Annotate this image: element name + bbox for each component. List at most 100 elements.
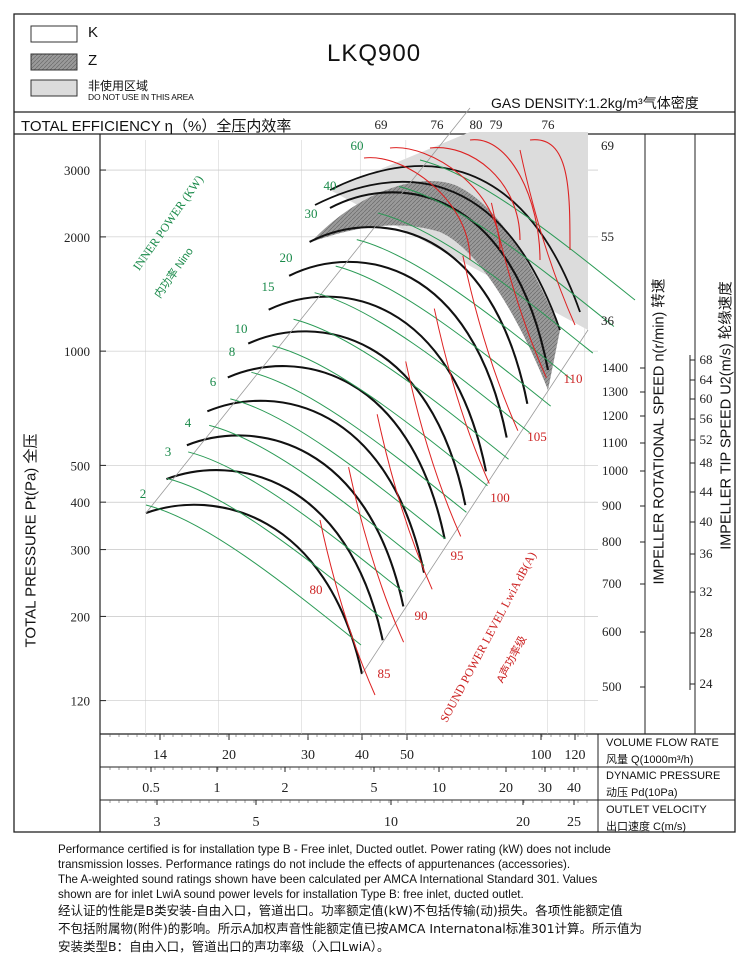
outlet-velocity-label-cn: 出口速度 C(m/s) [606,821,687,833]
efficiency-curve [519,149,576,326]
tip-speed-tick-label: 60 [700,391,713,406]
tip-speed-tick-label: 56 [700,411,714,426]
flow-tick-label: 100 [531,748,552,763]
y-tick-label: 300 [71,543,91,558]
efficiency-tick-label: 76 [431,117,445,132]
power-line [419,159,636,301]
sound-tick-label: 95 [451,548,464,563]
flow-tick-label: 30 [301,748,315,763]
footer-en-line: shown are for inlet LwiA sound power lev… [58,888,524,901]
efficiency-curve-top [429,147,521,241]
y-tick-label: 3000 [64,163,90,178]
tip-speed-tick-label: 44 [700,484,714,499]
y-axis-label: TOTAL PRESSURE Pt(Pa) 全压 [22,433,40,648]
boundary-right [361,329,589,675]
footer-cn-line: 安装类型B：自由入口，管道出口的声功率级（入口LwiA）。 [58,939,390,954]
flow-tick-label: 40 [355,748,369,763]
outlet-velocity-tick-label: 25 [567,815,581,830]
legend-z-label: Z [88,52,98,69]
efficiency-tick-label-right: 36 [601,313,615,328]
tip-speed-tick-label: 48 [700,455,713,470]
outlet-velocity-tick-label: 20 [516,815,530,830]
sound-tick-label: 85 [378,666,391,681]
speed-curve [288,260,508,438]
tip-speed-tick-label: 40 [700,514,713,529]
legend-no-use-label: 非使用区域 [88,79,149,93]
tip-speed-axis-label: IMPELLER TIP SPEED U2(m/s) 轮缘速度 [718,281,735,550]
speed-tick-label: 1200 [602,408,628,423]
dynamic-pressure-tick-label: 1 [214,781,221,796]
power-tick-label: 6 [210,374,217,389]
flow-tick-label: 14 [153,748,167,763]
efficiency-tick-label-right: 69 [601,138,614,153]
power-tick-label: 3 [165,444,172,459]
sound-tick-label: 105 [527,429,547,444]
footer-en-line: The A-weighted sound ratings shown have … [58,873,598,886]
dynamic-pressure-tick-label: 30 [538,781,552,796]
speed-curve-upper [314,180,561,331]
power-line [166,477,383,619]
performance-curves [145,107,636,696]
legend-k-swatch [30,25,78,43]
speed-curve [166,469,384,641]
speed-axis-label: IMPELLER ROTATIONAL SPEED n(r/min) 转速 [651,278,668,585]
efficiency-curve-top [389,147,501,251]
power-line [293,318,509,460]
outlet-velocity-label: OUTLET VELOCITY [606,804,707,816]
speed-curve [186,434,405,607]
speed-curve [247,330,467,506]
speed-curve [309,226,529,404]
legend-z-swatch [30,53,78,71]
outlet-velocity-tick-label: 10 [384,815,398,830]
speed-curve [227,365,446,540]
tip-speed-tick-label: 36 [700,546,714,561]
dynamic-pressure-tick-label: 5 [371,781,378,796]
outlet-velocity-tick-label: 3 [154,815,161,830]
flow-tick-label: 120 [565,748,586,763]
sound-tick-label: 80 [310,582,323,597]
speed-curve [145,503,364,675]
footer-en-line: Performance certified is for installatio… [58,843,611,856]
y-tick-label: 120 [71,694,91,709]
legend-no-use-sub: DO NOT USE IN THIS AREA [88,92,194,102]
power-line [145,504,362,646]
efficiency-tick-label: 80 [470,117,483,132]
power-line [356,239,573,381]
dynamic-pressure-tick-label: 40 [567,781,581,796]
gas-density: GAS DENSITY:1.2kg/m³气体密度 [491,95,699,111]
efficiency-curve [376,414,433,590]
efficiency-curve [348,467,405,643]
speed-tick-label: 800 [602,534,622,549]
power-tick-label: 60 [351,138,364,153]
efficiency-tick-label: 79 [490,117,503,132]
footer-en-line: transmission losses. Performance ratings… [58,858,571,871]
efficiency-label: TOTAL EFFICIENCY η（%）全压内效率 [21,118,292,135]
tip-speed-tick-label: 68 [700,352,713,367]
outlet-velocity-tick-label: 5 [253,815,260,830]
tip-speed-tick-label: 52 [700,432,713,447]
speed-curve [206,399,426,573]
tip-speed-tick-label: 32 [700,584,713,599]
dynamic-pressure-tick-label: 10 [432,781,446,796]
tip-speed-tick-label: 64 [700,372,714,387]
dynamic-pressure-label: DYNAMIC PRESSURE [606,770,721,782]
efficiency-curve-top [529,139,571,251]
speed-curve-upper [329,165,581,313]
efficiency-curve [433,308,490,484]
speed-tick-label: 900 [602,498,622,513]
power-line [230,398,446,540]
efficiency-tick-label: 76 [542,117,556,132]
flow-tick-label: 20 [222,748,236,763]
footer-cn-line: 经认证的性能是B类安装-自由入口，管道出口。功率额定值(kW)不包括传输(动)损… [58,903,623,918]
dynamic-pressure-tick-label: 2 [282,781,289,796]
power-line [209,424,425,566]
page-title: LKQ900 [327,40,422,67]
speed-tick-label: 1100 [602,435,628,450]
speed-tick-label: 500 [602,679,622,694]
efficiency-curve [462,255,519,431]
power-tick-label: 8 [229,344,236,359]
efficiency-tick-label: 69 [375,117,388,132]
